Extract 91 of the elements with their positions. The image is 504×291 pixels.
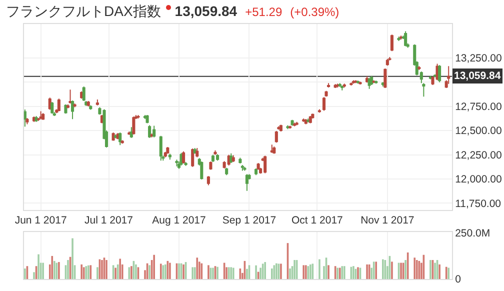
candlestick	[34, 116, 38, 122]
y-tick-label: 12,750.00	[455, 101, 502, 114]
candlestick	[400, 35, 403, 40]
candlestick	[182, 150, 186, 164]
candlestick	[245, 174, 248, 192]
candlestick	[148, 124, 152, 138]
candlestick	[350, 82, 353, 86]
candlestick	[238, 157, 242, 164]
x-tick-label: Sep 1 2017	[222, 214, 276, 227]
y-tick-label: 11,750.00	[455, 198, 502, 210]
candlestick	[146, 114, 149, 124]
candlestick	[240, 164, 244, 172]
candlestick	[128, 131, 131, 136]
y-tick-label: 12,250.00	[455, 149, 502, 162]
candlestick	[390, 34, 394, 52]
ref-line-label: 13,059.84	[454, 70, 501, 82]
x-tick-label: Nov 1 2017	[360, 214, 414, 227]
x-tick-label: Jun 1 2017	[14, 214, 67, 227]
candlestick	[57, 98, 60, 112]
candlestick	[422, 82, 426, 98]
candlestick	[384, 68, 387, 88]
candlestick	[386, 58, 389, 66]
candlestick	[24, 109, 26, 128]
candlestick	[336, 83, 340, 88]
candlestick	[118, 132, 122, 146]
candlestick	[302, 118, 306, 122]
candlestick	[277, 126, 280, 130]
y-tick-label: 13,250.00	[455, 52, 502, 65]
candlestick	[168, 153, 172, 160]
candlestick	[338, 82, 342, 88]
chart-title: フランクフルトDAX指数	[6, 3, 161, 19]
candlestick	[288, 125, 292, 130]
y-tick-label: 0	[455, 274, 462, 286]
candlestick	[71, 100, 74, 120]
candlestick	[308, 116, 312, 124]
text: 13,059.84	[174, 3, 238, 19]
candlestick	[144, 114, 147, 120]
candlestick	[89, 104, 92, 110]
candlestick	[254, 168, 258, 176]
candlestick	[274, 130, 278, 144]
candlestick	[68, 89, 72, 104]
candlestick	[130, 126, 133, 138]
candlestick	[327, 82, 330, 88]
candlestick	[50, 101, 54, 114]
candlestick	[342, 83, 346, 88]
text: (+0.39%)	[290, 5, 340, 19]
y-tick-label: 250.0M	[455, 228, 490, 240]
candlestick	[438, 64, 442, 83]
x-tick-label: Jul 1 2017	[84, 214, 134, 227]
candlestick	[306, 118, 310, 123]
candlestick	[86, 100, 90, 107]
candlestick	[132, 116, 136, 135]
candlestick	[340, 85, 344, 91]
x-tick-label: Aug 1 2017	[152, 214, 206, 227]
candlestick	[66, 104, 70, 109]
candlestick	[232, 154, 235, 163]
candlestick	[166, 146, 170, 154]
candlestick	[397, 36, 400, 42]
y-tick-label: 12,500.00	[455, 125, 502, 138]
candlestick	[200, 161, 204, 180]
candlestick	[243, 166, 246, 172]
candlestick	[270, 144, 274, 154]
candlestick	[404, 30, 408, 47]
text: +51.29	[245, 5, 282, 19]
candlestick	[214, 150, 217, 156]
y-tick-label: 12,000.00	[455, 174, 502, 186]
candlestick	[26, 117, 29, 125]
candlestick	[318, 108, 321, 114]
candlestick	[279, 124, 282, 132]
candlestick	[272, 146, 276, 154]
candlestick	[120, 140, 124, 144]
candlestick	[96, 99, 99, 106]
candlestick	[191, 148, 194, 168]
candlestick	[286, 124, 290, 130]
candlestick	[358, 81, 362, 86]
candlestick	[295, 121, 298, 126]
candlestick	[447, 66, 450, 84]
candlestick	[209, 161, 212, 170]
candlestick	[82, 86, 86, 102]
candlestick	[64, 104, 68, 114]
candlestick	[136, 114, 140, 119]
candlestick	[159, 135, 162, 162]
candlestick	[256, 162, 260, 170]
candlestick	[73, 102, 76, 108]
candlestick	[418, 66, 421, 71]
candlestick	[230, 152, 233, 164]
candlestick	[225, 167, 228, 176]
x-tick-label: Oct 1 2017	[292, 214, 344, 227]
candlestick	[206, 176, 210, 186]
candlestick	[39, 110, 42, 120]
candlestick	[370, 75, 374, 86]
